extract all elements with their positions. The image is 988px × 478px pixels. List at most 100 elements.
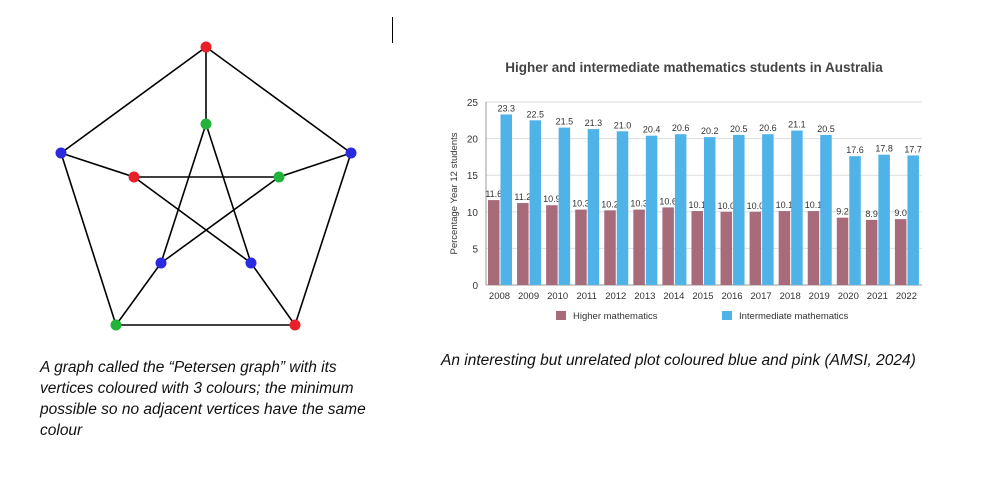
data-label: 10.9 xyxy=(543,194,561,204)
y-tick-label: 15 xyxy=(467,171,479,182)
x-tick-label: 2013 xyxy=(634,291,655,302)
bar-intermediate xyxy=(849,156,861,285)
bar-intermediate xyxy=(500,114,512,285)
bar-higher xyxy=(807,211,820,285)
x-tick-label: 2017 xyxy=(751,291,772,302)
x-tick-label: 2011 xyxy=(576,291,596,302)
bar-higher xyxy=(662,207,674,285)
data-label: 21.0 xyxy=(614,120,632,130)
data-label: 17.7 xyxy=(904,144,922,154)
data-label: 17.8 xyxy=(875,144,893,154)
bar-higher xyxy=(517,203,529,285)
bar-higher xyxy=(865,219,878,285)
bar-higher xyxy=(575,209,587,285)
data-label: 20.4 xyxy=(643,125,661,135)
bar-higher xyxy=(546,205,558,285)
bar-higher xyxy=(488,200,500,285)
bar-intermediate xyxy=(762,134,774,285)
graph-vertex-red xyxy=(128,171,140,183)
x-tick-label: 2022 xyxy=(896,291,917,302)
data-label: 20.6 xyxy=(672,123,690,133)
graph-edge xyxy=(160,123,207,264)
bar-higher xyxy=(778,211,791,285)
y-tick-label: 0 xyxy=(472,281,478,292)
data-label: 11.6 xyxy=(485,189,502,199)
legend-swatch xyxy=(722,311,732,320)
bar-higher xyxy=(836,217,849,285)
data-label: 10.0 xyxy=(747,201,765,211)
graph-vertex-blue xyxy=(55,147,67,159)
legend-swatch xyxy=(556,311,566,320)
bar-intermediate xyxy=(616,131,629,285)
graph-edge xyxy=(205,46,352,154)
graph-vertex-green xyxy=(200,118,212,130)
data-label: 8.9 xyxy=(865,209,878,219)
data-label: 21.3 xyxy=(585,118,603,128)
data-label: 10.3 xyxy=(630,199,648,209)
x-tick-label: 2008 xyxy=(489,291,510,302)
data-label: 9.0 xyxy=(894,208,907,218)
data-label: 17.6 xyxy=(846,145,864,155)
bar-higher xyxy=(633,209,645,285)
bar-chart: Higher and intermediate mathematics stud… xyxy=(449,60,922,322)
graph-vertex-red xyxy=(200,41,212,53)
bar-higher xyxy=(894,219,907,285)
left-caption: A graph called the “Petersen graph” with… xyxy=(40,359,366,439)
x-tick-label: 2019 xyxy=(809,291,830,302)
graph-edge xyxy=(133,176,252,264)
x-tick-label: 2015 xyxy=(692,291,713,302)
bar-intermediate xyxy=(674,134,687,285)
x-tick-label: 2018 xyxy=(780,291,801,302)
data-label: 20.5 xyxy=(817,124,835,134)
bar-intermediate xyxy=(587,129,600,285)
legend-label: Intermediate mathematics xyxy=(739,311,849,322)
graph-edge xyxy=(115,262,162,326)
graph-vertex-blue xyxy=(155,257,167,269)
data-label: 10.1 xyxy=(776,200,794,210)
data-label: 21.1 xyxy=(788,120,806,130)
data-label: 20.2 xyxy=(701,126,719,136)
petersen-graph xyxy=(55,41,357,331)
data-label: 10.1 xyxy=(688,200,706,210)
y-tick-label: 20 xyxy=(467,135,479,146)
x-tick-label: 2020 xyxy=(838,291,859,302)
data-label: 23.3 xyxy=(497,103,515,113)
data-label: 10.3 xyxy=(572,199,590,209)
graph-vertex-green xyxy=(273,171,285,183)
data-label: 20.6 xyxy=(759,123,777,133)
bar-intermediate xyxy=(791,130,803,285)
data-label: 22.5 xyxy=(527,109,545,119)
bar-intermediate xyxy=(645,135,658,285)
graph-edge xyxy=(278,152,352,178)
y-tick-label: 25 xyxy=(467,98,479,109)
data-label: 11.2 xyxy=(514,192,531,202)
data-label: 20.5 xyxy=(730,124,748,134)
data-label: 9.2 xyxy=(836,207,849,217)
bar-intermediate xyxy=(733,134,745,285)
x-tick-label: 2010 xyxy=(547,291,568,302)
bar-higher xyxy=(604,210,616,285)
bar-intermediate xyxy=(907,155,919,285)
data-label: 10.1 xyxy=(805,200,823,210)
data-label: 10.6 xyxy=(659,196,677,206)
graph-edge xyxy=(60,152,135,178)
bar-intermediate xyxy=(703,137,716,285)
x-tick-label: 2016 xyxy=(721,291,742,302)
data-label: 21.5 xyxy=(556,117,574,127)
bar-higher xyxy=(691,211,703,285)
chart-title: Higher and intermediate mathematics stud… xyxy=(505,60,883,75)
y-tick-label: 10 xyxy=(467,208,479,219)
graph-edge xyxy=(205,123,252,264)
bar-intermediate xyxy=(820,134,832,285)
graph-edge xyxy=(294,152,352,326)
legend-label: Higher mathematics xyxy=(573,311,658,322)
y-tick-label: 5 xyxy=(472,244,478,255)
graph-edge xyxy=(160,176,280,264)
x-tick-label: 2014 xyxy=(663,291,684,302)
graph-edge xyxy=(60,152,117,326)
graph-vertex-green xyxy=(110,319,122,331)
graph-vertex-blue xyxy=(345,147,357,159)
data-label: 10.0 xyxy=(718,201,736,211)
bar-higher xyxy=(720,211,733,285)
